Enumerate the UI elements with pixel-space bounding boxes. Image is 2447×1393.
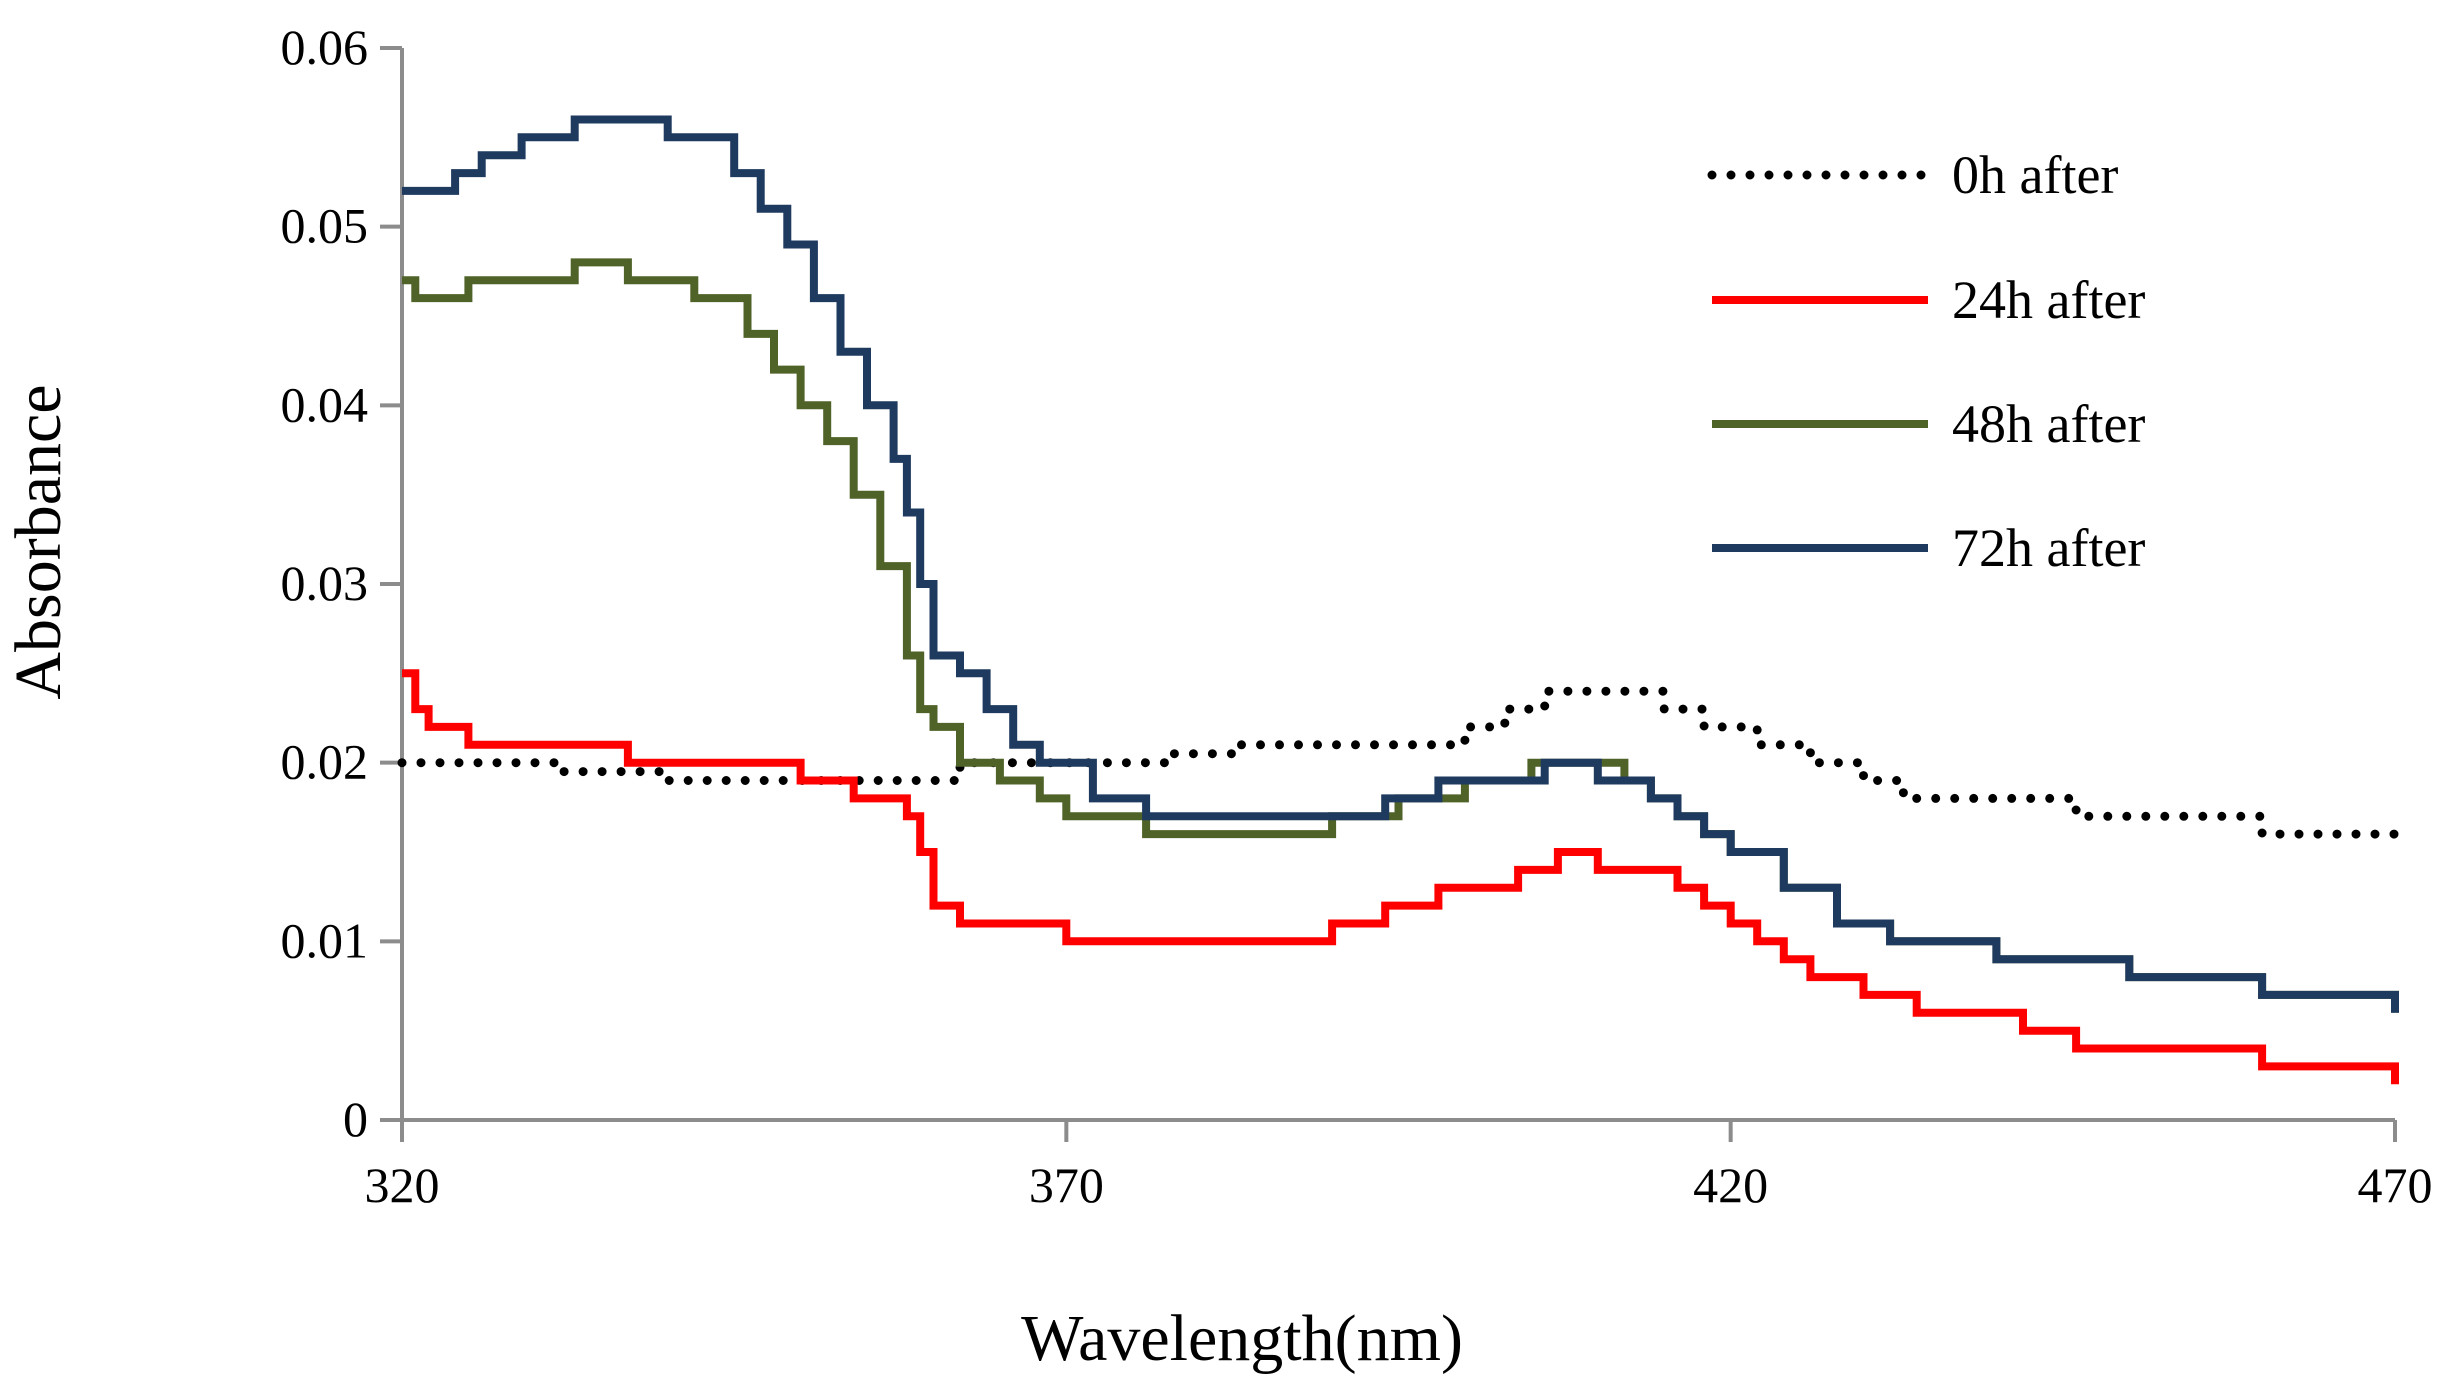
legend-0h-after-label: 0h after	[1952, 145, 2118, 205]
y-tick-label: 0.05	[281, 198, 369, 254]
legend-72h-after-label: 72h after	[1952, 518, 2145, 578]
legend-48h-after-label: 48h after	[1952, 394, 2145, 454]
x-tick-label: 370	[1029, 1157, 1104, 1213]
y-axis-title: Absorbance	[2, 384, 75, 699]
x-tick-label: 470	[2358, 1157, 2433, 1213]
y-tick-label: 0	[343, 1091, 368, 1147]
legend: 0h after 24h after 48h after 72h after	[1707, 145, 2145, 578]
legend-24h-after-label: 24h after	[1952, 270, 2145, 330]
axis-titles: Wavelength(nm) Absorbance	[2, 384, 1463, 1375]
series-layer	[397, 115, 2400, 1085]
y-tick-label: 0.03	[281, 555, 369, 611]
series-24h-after-line	[402, 669, 2399, 1085]
y-tick-label: 0.04	[281, 376, 369, 432]
y-tick-label: 0.01	[281, 912, 369, 968]
x-axis-title: Wavelength(nm)	[1021, 1302, 1463, 1375]
series-48h-after-line	[402, 258, 2399, 1013]
x-tick-label: 320	[365, 1157, 440, 1213]
y-tick-label: 0.06	[281, 19, 369, 75]
y-tick-label: 0.02	[281, 734, 369, 790]
series-72h-after-line	[402, 115, 2399, 1013]
x-tick-label: 420	[1693, 1157, 1768, 1213]
axes: 0 0.01 0.02 0.03 0.04 0.05 0.06 320 370 420 470	[281, 19, 2433, 1213]
